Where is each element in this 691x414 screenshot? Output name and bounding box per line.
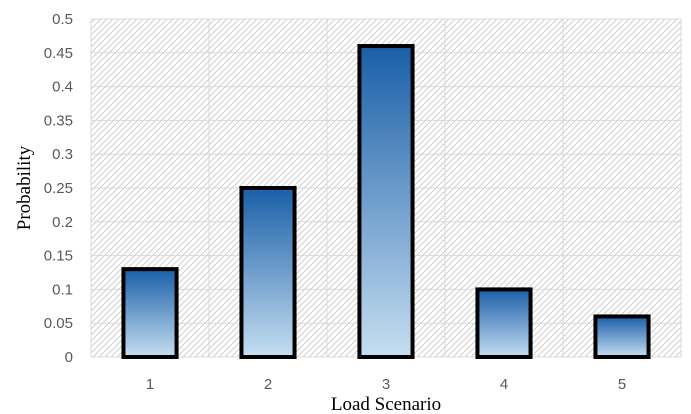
y-tick-label: 0	[65, 349, 73, 366]
y-tick-label: 0.5	[52, 11, 73, 28]
x-tick-label: 2	[264, 376, 272, 393]
bar-5	[593, 314, 651, 360]
y-tick-label: 0.1	[52, 281, 73, 298]
x-tick-label: 3	[382, 376, 390, 393]
bars	[121, 44, 651, 360]
x-tick-label: 4	[500, 376, 508, 393]
y-tick-label: 0.45	[44, 45, 73, 62]
y-tick-label: 0.4	[52, 79, 73, 96]
bar-2	[239, 186, 297, 359]
y-tick-label: 0.35	[44, 112, 73, 129]
y-tick-label: 0.05	[44, 315, 73, 332]
y-tick-label: 0.15	[44, 248, 73, 265]
y-tick-label: 0.3	[52, 146, 73, 163]
bar-1	[121, 267, 179, 359]
y-tick-label: 0.2	[52, 214, 73, 231]
y-axis-title: Probability	[14, 145, 35, 230]
bar-4	[475, 287, 533, 359]
bar-3	[357, 44, 415, 359]
x-axis-ticks: 1 2 3 4 5	[146, 376, 626, 393]
x-tick-label: 5	[618, 376, 626, 393]
x-axis-title: Load Scenario	[331, 394, 441, 414]
y-axis-ticks: 0 0.05 0.1 0.15 0.2 0.25 0.3 0.35 0.4 0.45 0.5	[44, 11, 73, 366]
y-tick-label: 0.25	[44, 180, 73, 197]
x-tick-label: 1	[146, 376, 154, 393]
